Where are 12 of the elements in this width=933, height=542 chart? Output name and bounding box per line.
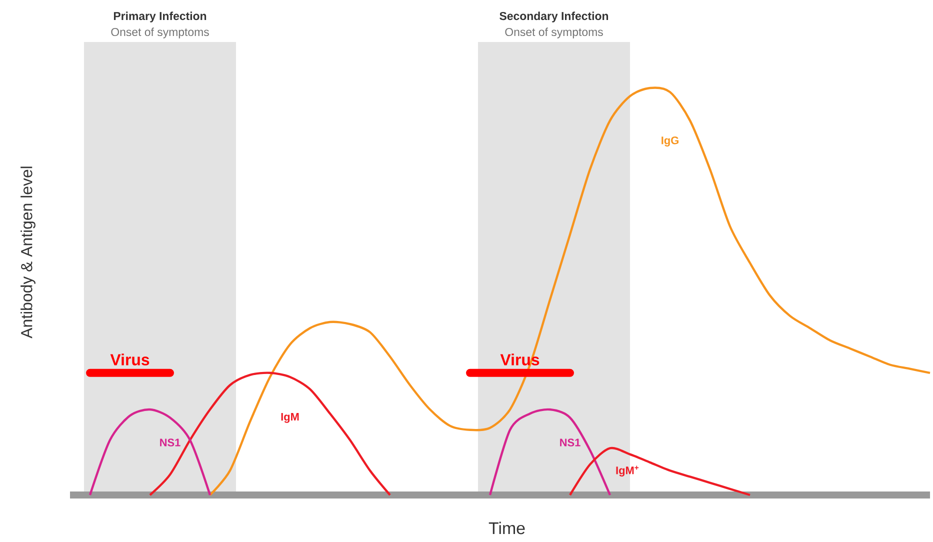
text: Secondary Infection xyxy=(500,12,608,22)
series-label: IgG xyxy=(662,136,678,146)
text: Onset of symptoms xyxy=(111,28,209,38)
text: NS1 xyxy=(160,438,180,446)
series-label: NS1 xyxy=(560,438,580,446)
series-label: Virus xyxy=(110,354,150,366)
y-axis-title: Antibody & Antigen level xyxy=(20,166,36,338)
x-axis-title: Time xyxy=(488,522,525,534)
text: Onset of symptoms xyxy=(505,28,603,38)
series-label: IgM$^{+}$ xyxy=(616,466,639,476)
text: Primary Infection xyxy=(114,12,206,22)
text: IgM xyxy=(281,413,299,423)
